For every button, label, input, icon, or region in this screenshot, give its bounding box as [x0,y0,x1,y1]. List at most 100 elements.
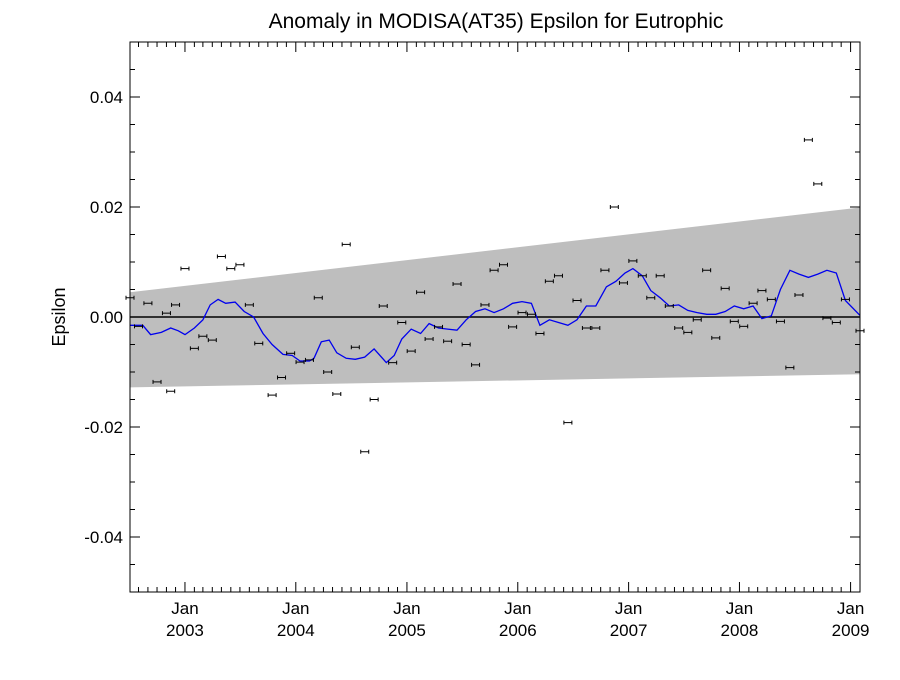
data-point [600,268,610,273]
data-point [544,279,554,284]
data-point [207,338,217,343]
x-tick-label-month: Jan [726,599,753,618]
y-tick-label: 0.02 [90,198,123,217]
data-point [313,295,323,300]
data-point [166,389,176,394]
x-tick-label-month: Jan [171,599,198,618]
y-tick-label: 0.00 [90,308,123,327]
data-point [535,331,545,336]
data-point [637,273,647,278]
data-point [683,330,693,335]
data-point [526,312,536,317]
data-point [628,258,638,263]
data-point [341,242,351,247]
data-point [323,370,333,374]
data-point [350,345,360,350]
data-point [489,268,499,273]
data-point [189,346,199,351]
data-point [692,317,702,322]
smoothed-line [130,267,861,364]
data-point [397,320,407,325]
data-point [674,326,684,330]
data-point [572,298,582,303]
data-point [813,181,823,186]
x-tick-label-year: 2004 [277,621,315,640]
data-point [702,268,712,273]
data-point [785,365,795,370]
points-layer [125,137,865,454]
data-point [822,316,832,321]
data-point [416,290,426,295]
y-tick-label: 0.04 [90,88,123,107]
data-point [143,301,153,306]
data-point [424,337,434,341]
y-tick-label: -0.02 [84,418,123,437]
data-point [831,320,841,325]
x-tick-label-month: Jan [837,599,864,618]
y-tick-label: -0.04 [84,528,123,547]
data-point [757,288,767,293]
data-point [332,392,342,396]
x-tick-label-year: 2003 [166,621,204,640]
data-point [378,304,388,308]
y-axis-label: Epsilon [49,287,69,346]
x-tick-label-month: Jan [615,599,642,618]
data-point [198,334,208,339]
data-point [711,335,721,340]
data-point [286,351,296,356]
data-point [581,326,591,330]
data-point [729,319,739,324]
x-tick-label-month: Jan [393,599,420,618]
data-point [553,273,563,278]
data-point [161,311,171,316]
chart-title: Anomaly in MODISA(AT35) Epsilon for Eutr… [269,10,724,33]
line-layer [130,267,861,364]
data-point [517,310,527,315]
data-point [794,293,804,297]
data-point [244,302,254,307]
data-point [739,324,749,329]
data-point [646,295,656,300]
data-point [461,342,471,347]
data-point [618,280,628,285]
data-point [171,302,181,307]
data-point [134,324,144,329]
data-point [295,360,305,365]
data-point [563,420,573,425]
data-point [406,349,416,354]
x-tick-label-year: 2007 [610,621,648,640]
data-point [655,273,665,278]
confidence-band [130,207,860,388]
data-point [304,357,314,362]
data-point [267,393,277,398]
data-point [443,339,453,344]
data-point [471,362,481,367]
data-point [369,397,379,402]
data-point [609,205,619,209]
data-point [766,297,776,302]
data-point [235,262,245,267]
data-point [434,324,444,329]
x-tick-label-year: 2005 [388,621,426,640]
data-point [720,286,730,291]
x-tick-label-month: Jan [504,599,531,618]
data-point [216,254,226,259]
data-point [803,137,813,142]
x-tick-label-year: 2009 [832,621,870,640]
data-point [499,262,509,267]
band-layer [130,207,860,388]
x-tick-label-year: 2006 [499,621,537,640]
data-point [152,379,162,384]
axes-layer: 0.04 0.02 0.00 -0.02 -0.04 Jan 2003 Jan 2004 Jan 2… [84,41,870,640]
data-point [452,282,462,286]
x-tick-label-month: Jan [282,599,309,618]
data-point [480,302,490,307]
data-point [277,375,287,380]
data-point [591,326,601,330]
data-point [748,301,758,306]
x-tick-label-year: 2008 [721,621,759,640]
data-point [664,304,674,308]
data-point [226,266,236,271]
